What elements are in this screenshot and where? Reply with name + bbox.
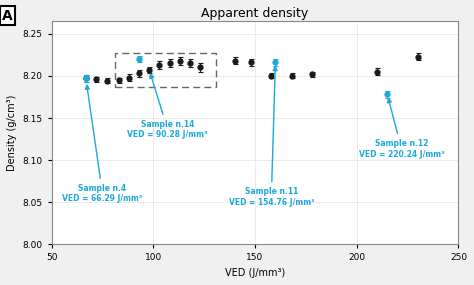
Text: Sample n.12
VED = 220.24 J/mm³: Sample n.12 VED = 220.24 J/mm³	[359, 99, 444, 158]
Y-axis label: Density (g/cm³): Density (g/cm³)	[7, 95, 17, 171]
Bar	[115, 53, 217, 87]
Title: Apparent density: Apparent density	[201, 7, 309, 20]
Text: A: A	[2, 9, 13, 23]
X-axis label: VED (J/mm³): VED (J/mm³)	[225, 268, 285, 278]
Text: Sample n.11
VED = 154.76 J/mm³: Sample n.11 VED = 154.76 J/mm³	[228, 67, 314, 207]
Text: Sample n.4
VED = 66.29 J/mm³: Sample n.4 VED = 66.29 J/mm³	[63, 85, 143, 203]
Text: Sample n.14
VED = 90.28 J/mm³: Sample n.14 VED = 90.28 J/mm³	[128, 74, 208, 139]
